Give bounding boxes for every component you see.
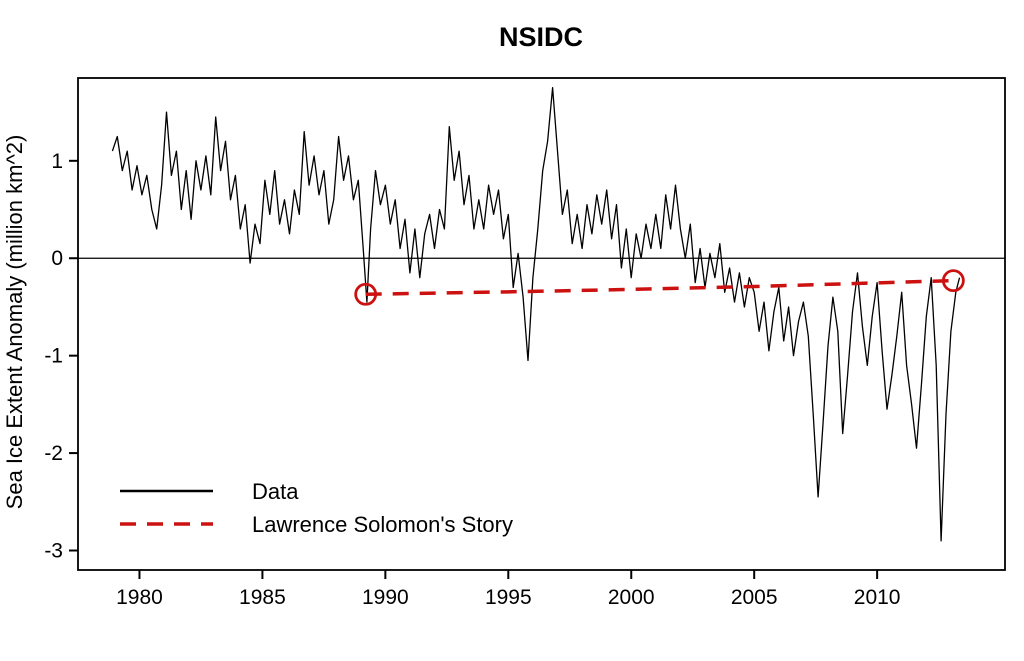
y-tick-label: -2 (44, 442, 63, 465)
y-tick-label: 1 (51, 150, 63, 173)
x-tick-label: 2000 (608, 586, 655, 609)
x-tick-label: 1990 (362, 586, 409, 609)
series-line-0 (111, 87, 961, 542)
x-tick-label: 2005 (731, 586, 778, 609)
y-tick-label: 0 (51, 247, 63, 270)
story-endpoint-marker (941, 269, 965, 293)
legend-data-label: Data (252, 479, 299, 504)
plot-area: 1980 1985 1990 1995 2000 2005 2010 -3 -2 -1 0 1 (44, 87, 1005, 609)
y-tick-label: -1 (44, 345, 63, 368)
series-line-1 (365, 278, 954, 297)
chart-title: NSIDC (499, 22, 583, 52)
x-tick-label: 1985 (239, 586, 286, 609)
x-tick-label: 1995 (485, 586, 532, 609)
y-tick-label: -3 (44, 540, 63, 563)
y-axis-label: Sea Ice Extent Anomaly (million km^2) (2, 135, 27, 510)
story-endpoint-marker (354, 282, 378, 306)
plot-border (77, 77, 1006, 571)
legend: Data Lawrence Solomon's Story (120, 479, 513, 537)
x-tick-label: 1980 (116, 586, 163, 609)
legend-story-label: Lawrence Solomon's Story (252, 512, 513, 537)
x-tick-label: 2010 (854, 586, 901, 609)
